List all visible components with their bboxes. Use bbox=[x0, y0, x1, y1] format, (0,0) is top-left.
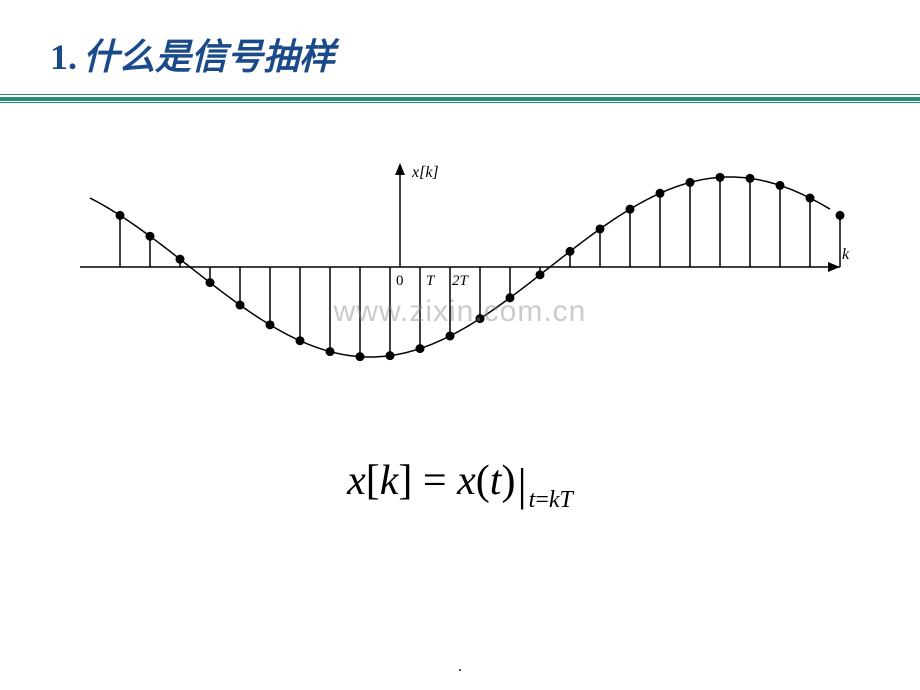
title-text: 什么是信号抽样 bbox=[83, 37, 335, 77]
page-title: 1.什么是信号抽样 bbox=[50, 28, 920, 80]
f-eq: = bbox=[412, 458, 457, 504]
divider bbox=[0, 94, 920, 102]
svg-text:0: 0 bbox=[396, 273, 404, 289]
title-area: 1.什么是信号抽样 bbox=[0, 0, 920, 80]
f-bar: | bbox=[517, 459, 526, 510]
f-sub: t=kT bbox=[529, 487, 573, 513]
title-number: 1. bbox=[50, 37, 77, 77]
f-rpo: ( bbox=[476, 458, 490, 504]
footer-dot: . bbox=[458, 658, 462, 676]
f-rhs-var: x bbox=[457, 458, 476, 504]
f-rarg: t bbox=[490, 458, 502, 504]
svg-text:x[k]: x[k] bbox=[411, 164, 439, 181]
formula: x[k] = x(t)|t=kT bbox=[0, 452, 920, 510]
chart-container: x[k] k 0 T 2T bbox=[0, 157, 920, 397]
f-lidx: k bbox=[380, 458, 399, 504]
sampling-chart: x[k] k 0 T 2T bbox=[60, 157, 860, 397]
svg-text:2T: 2T bbox=[452, 273, 470, 289]
f-lbc: ] bbox=[398, 458, 412, 504]
f-lhs-var: x bbox=[347, 458, 366, 504]
f-rpc: ) bbox=[501, 458, 515, 504]
svg-text:k: k bbox=[842, 246, 850, 263]
f-lbo: [ bbox=[366, 458, 380, 504]
svg-text:T: T bbox=[426, 273, 436, 289]
